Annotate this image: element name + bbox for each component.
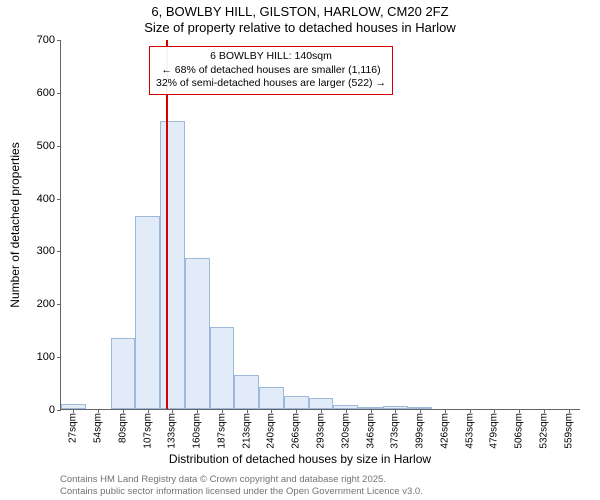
histogram-bar xyxy=(259,387,284,409)
annotation-line: ← 68% of detached houses are smaller (1,… xyxy=(156,64,386,78)
histogram-bar xyxy=(185,258,210,409)
histogram-bar xyxy=(160,121,185,409)
x-tick-label: 133sqm xyxy=(167,413,178,449)
y-tick-label: 400 xyxy=(37,193,55,205)
chart-container: 6, BOWLBY HILL, GILSTON, HARLOW, CM20 2F… xyxy=(0,0,600,500)
histogram-bar xyxy=(358,407,383,409)
x-tick-label: 346sqm xyxy=(365,413,376,449)
x-tick-label: 213sqm xyxy=(241,413,252,449)
y-tick-label: 0 xyxy=(49,404,55,416)
histogram-bar xyxy=(61,404,86,409)
y-tick-label: 700 xyxy=(37,34,55,46)
y-tick-mark xyxy=(57,410,61,411)
credits-line2: Contains public sector information licen… xyxy=(60,486,423,498)
x-tick-label: 399sqm xyxy=(415,413,426,449)
annotation-line: 6 BOWLBY HILL: 140sqm xyxy=(156,50,386,64)
reference-line xyxy=(166,40,168,409)
x-tick-label: 559sqm xyxy=(563,413,574,449)
x-tick-label: 479sqm xyxy=(489,413,500,449)
y-tick-mark xyxy=(57,304,61,305)
x-tick-label: 80sqm xyxy=(117,413,128,443)
y-tick-mark xyxy=(57,357,61,358)
y-tick-label: 600 xyxy=(37,87,55,99)
x-tick-label: 54sqm xyxy=(93,413,104,443)
x-tick-label: 27sqm xyxy=(68,413,79,443)
y-tick-mark xyxy=(57,40,61,41)
x-axis-label: Distribution of detached houses by size … xyxy=(0,452,600,466)
histogram-bar xyxy=(135,216,160,409)
y-tick-mark xyxy=(57,251,61,252)
histogram-bar xyxy=(309,398,334,409)
x-tick-label: 506sqm xyxy=(514,413,525,449)
histogram-bar xyxy=(408,407,433,409)
x-tick-label: 320sqm xyxy=(340,413,351,449)
y-tick-mark xyxy=(57,199,61,200)
histogram-bar xyxy=(284,396,309,409)
x-tick-label: 373sqm xyxy=(390,413,401,449)
x-tick-label: 532sqm xyxy=(538,413,549,449)
histogram-bar xyxy=(383,406,408,409)
x-tick-label: 453sqm xyxy=(464,413,475,449)
chart-title-line1: 6, BOWLBY HILL, GILSTON, HARLOW, CM20 2F… xyxy=(0,4,600,19)
plot-area: 010020030040050060070027sqm54sqm80sqm107… xyxy=(60,40,580,410)
y-tick-mark xyxy=(57,146,61,147)
y-axis-label: Number of detached properties xyxy=(8,142,22,307)
x-tick-label: 107sqm xyxy=(142,413,153,449)
x-tick-label: 240sqm xyxy=(266,413,277,449)
x-tick-label: 266sqm xyxy=(291,413,302,449)
histogram-bar xyxy=(111,338,136,409)
histogram-bar xyxy=(210,327,235,409)
x-tick-label: 426sqm xyxy=(439,413,450,449)
histogram-bar xyxy=(333,405,358,409)
y-tick-mark xyxy=(57,93,61,94)
y-tick-label: 100 xyxy=(37,351,55,363)
histogram-bar xyxy=(234,375,259,409)
annotation-line: 32% of semi-detached houses are larger (… xyxy=(156,77,386,91)
y-tick-label: 500 xyxy=(37,140,55,152)
y-tick-label: 300 xyxy=(37,245,55,257)
credits-line1: Contains HM Land Registry data © Crown c… xyxy=(60,474,423,486)
credits-text: Contains HM Land Registry data © Crown c… xyxy=(60,474,423,498)
y-tick-label: 200 xyxy=(37,298,55,310)
annotation-box: 6 BOWLBY HILL: 140sqm← 68% of detached h… xyxy=(149,46,393,95)
x-tick-label: 160sqm xyxy=(192,413,203,449)
x-tick-label: 187sqm xyxy=(216,413,227,449)
x-tick-label: 293sqm xyxy=(316,413,327,449)
chart-title-line2: Size of property relative to detached ho… xyxy=(0,20,600,35)
